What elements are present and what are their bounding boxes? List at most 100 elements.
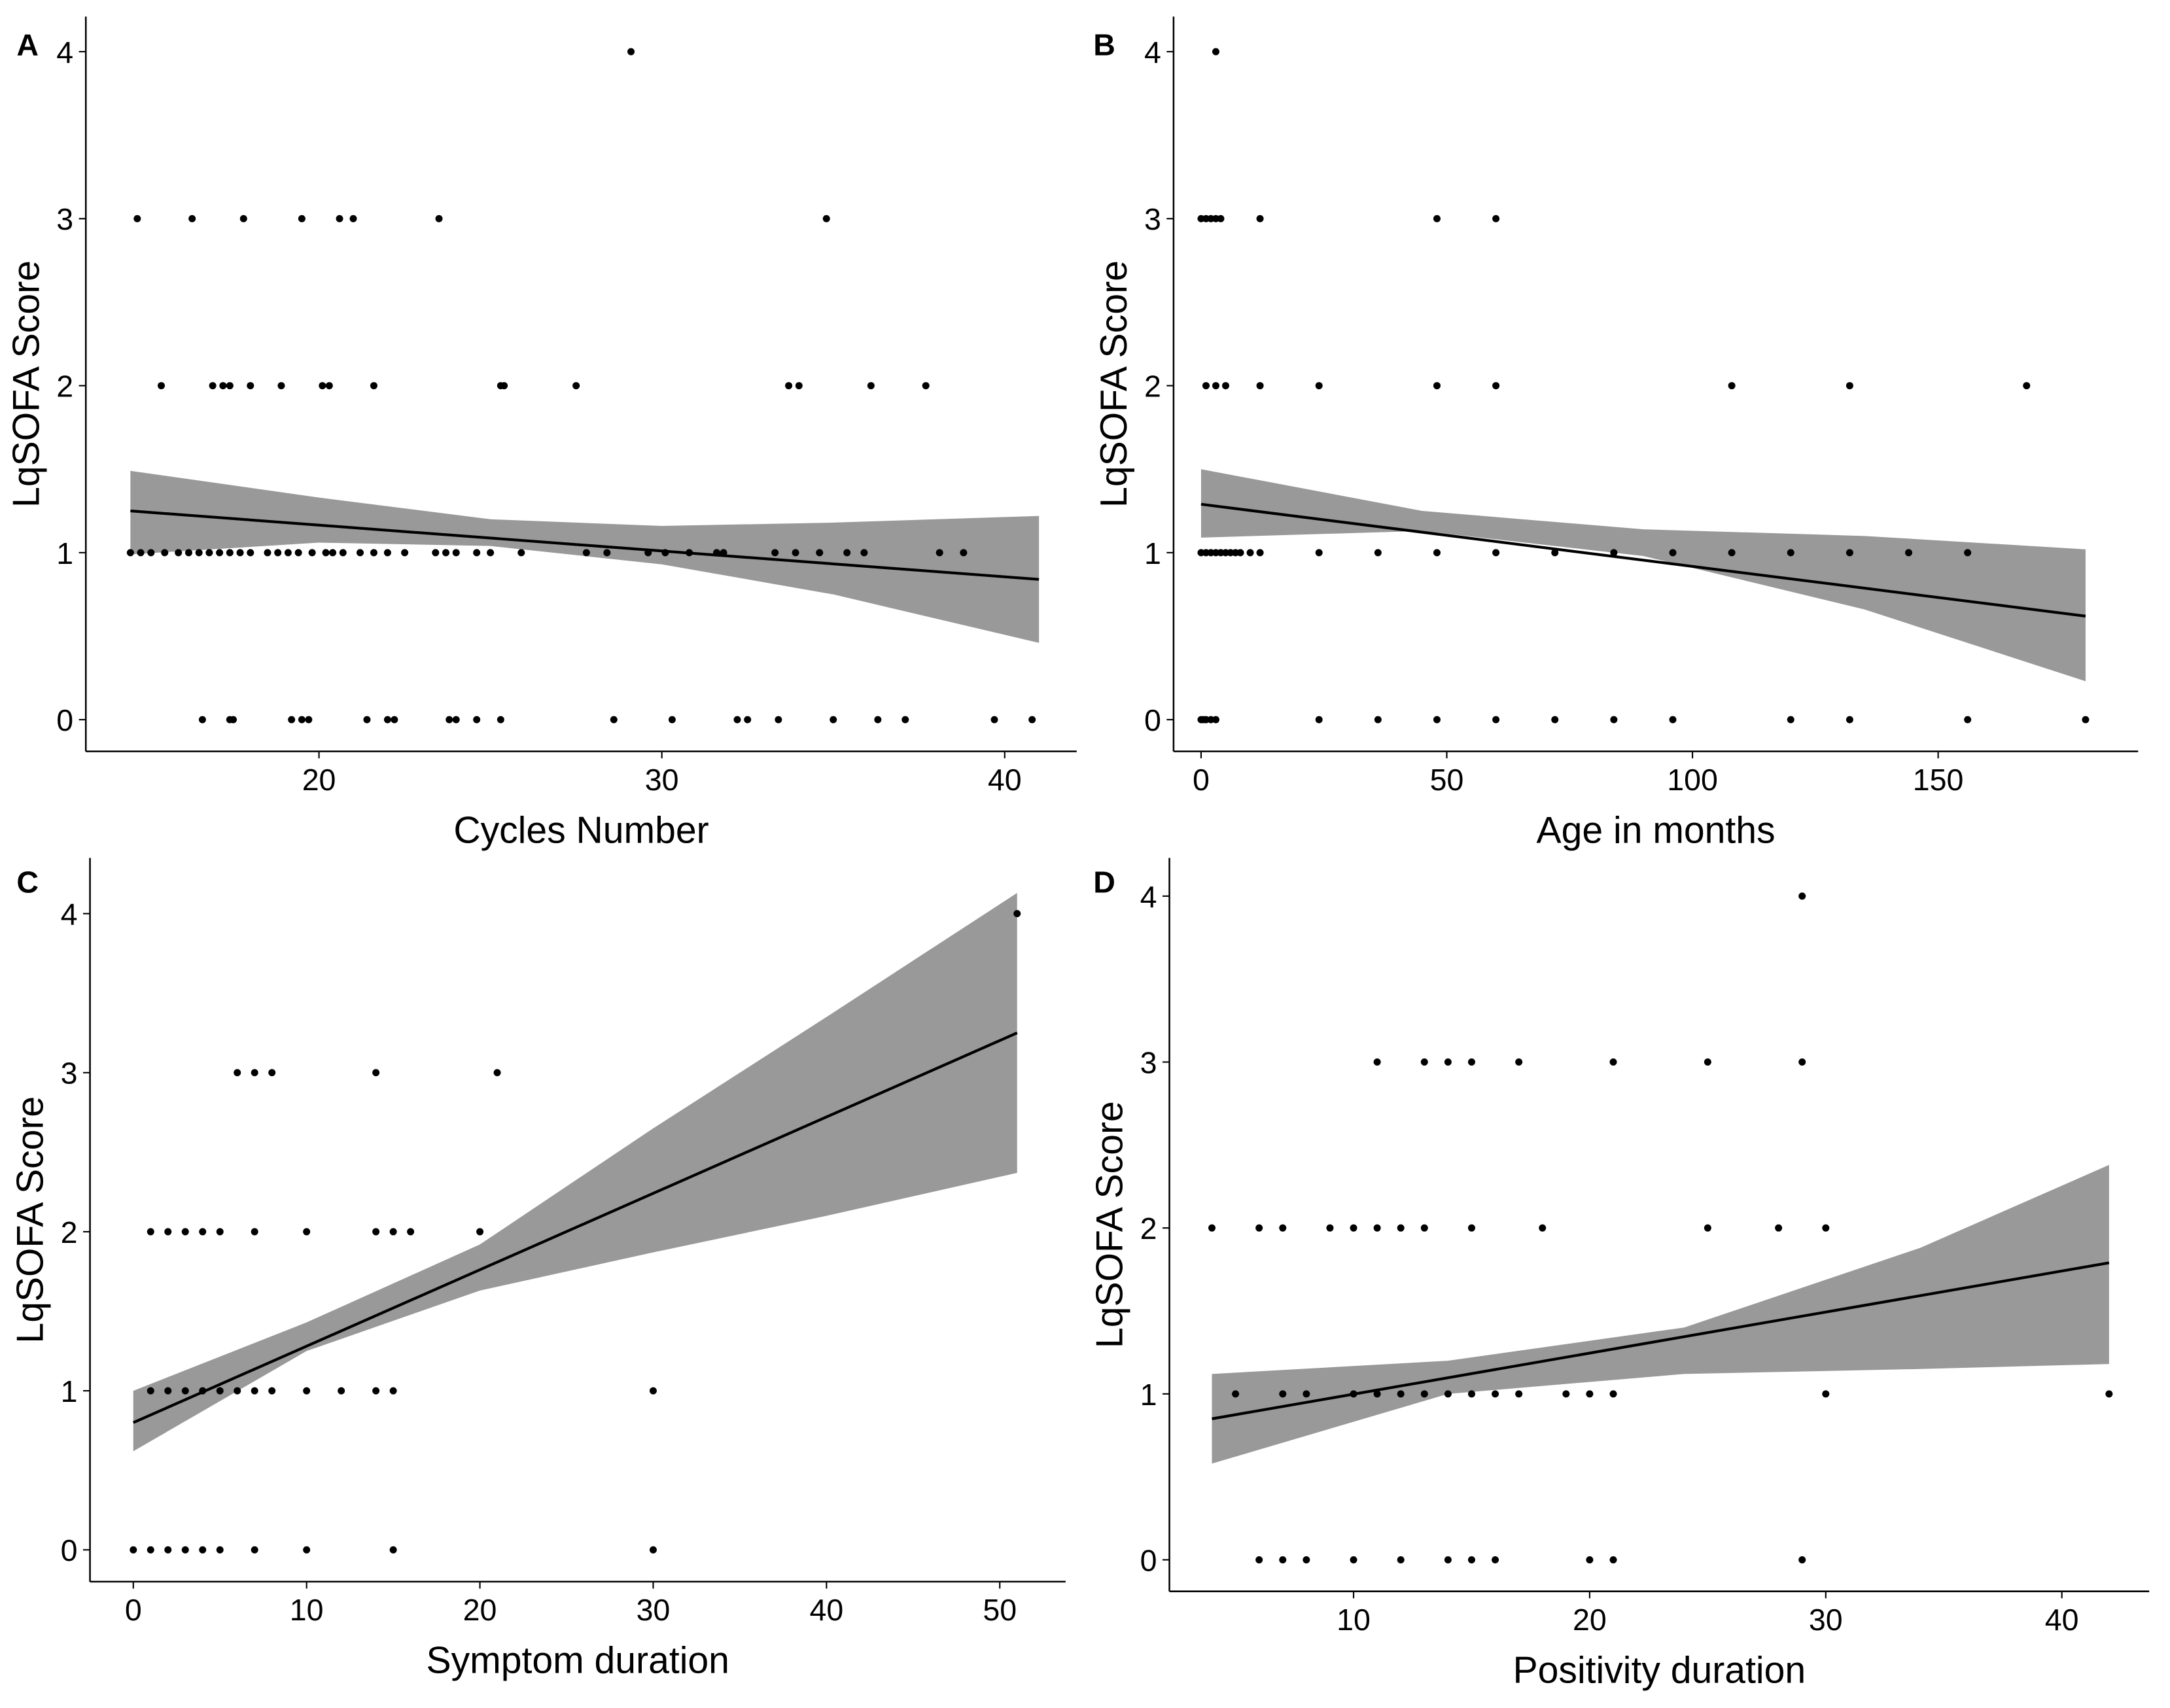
data-point: [372, 1387, 380, 1395]
data-point: [1279, 1556, 1287, 1563]
x-tick-label: 40: [2045, 1603, 2079, 1637]
data-point: [303, 1228, 311, 1236]
data-point: [1303, 1390, 1310, 1398]
data-point: [216, 549, 224, 557]
data-point: [1492, 382, 1500, 390]
data-point: [251, 1069, 258, 1077]
y-axis-title: LqSOFA Score: [1089, 1101, 1131, 1348]
data-point: [268, 1387, 276, 1395]
data-point: [1433, 549, 1441, 557]
data-point: [1467, 1224, 1475, 1232]
confidence-band: [1200, 469, 2086, 682]
data-point: [1246, 549, 1254, 557]
data-point: [603, 549, 611, 557]
y-tick-label: 3: [1144, 202, 1161, 236]
data-point: [199, 1228, 207, 1236]
data-point: [1787, 716, 1794, 723]
data-point: [936, 549, 943, 557]
data-point: [452, 716, 460, 723]
x-tick-label: 150: [1913, 763, 1964, 797]
data-point: [792, 549, 799, 557]
data-point: [1551, 549, 1559, 557]
data-point: [1775, 1224, 1783, 1232]
data-point: [1236, 549, 1244, 557]
y-tick-label: 4: [1144, 35, 1161, 69]
panel: 0 1 2 3 4 20 30 40 Cycles Number LqSOFA Score A: [5, 16, 1077, 851]
data-point: [1467, 1556, 1475, 1563]
data-point: [1256, 549, 1264, 557]
data-point: [1279, 1224, 1287, 1232]
data-point: [1515, 1058, 1523, 1066]
data-point: [1610, 716, 1618, 723]
data-point: [1444, 1390, 1452, 1398]
data-point: [771, 549, 779, 557]
y-axis-title: LqSOFA Score: [1093, 260, 1135, 508]
x-tick-label: 0: [125, 1593, 142, 1627]
data-point: [432, 549, 440, 557]
data-point: [1609, 1058, 1617, 1066]
data-point: [389, 1228, 397, 1236]
data-point: [446, 716, 453, 723]
data-point: [303, 1546, 311, 1554]
data-point: [161, 549, 169, 557]
data-point: [308, 549, 316, 557]
data-point: [435, 215, 443, 222]
y-tick-label: 1: [61, 1374, 78, 1408]
x-tick-label: 40: [809, 1593, 843, 1627]
fit-line: [1200, 502, 2086, 618]
x-tick-label: 20: [302, 763, 336, 797]
data-point: [216, 1387, 224, 1395]
data-point: [372, 1069, 380, 1077]
data-point: [493, 1069, 501, 1077]
data-point: [1964, 716, 1972, 723]
x-tick-label: 50: [983, 1593, 1017, 1627]
data-point: [785, 382, 793, 390]
data-point: [1374, 716, 1382, 723]
data-point: [401, 549, 409, 557]
fit-line: [130, 509, 1040, 581]
data-point: [442, 549, 449, 557]
data-point: [901, 716, 909, 723]
data-point: [1222, 382, 1230, 390]
data-point: [181, 1546, 189, 1554]
data-point: [874, 716, 882, 723]
data-point: [1373, 1224, 1381, 1232]
data-point: [268, 1069, 276, 1077]
data-point: [582, 549, 590, 557]
x-axis-title: Positivity duration: [1513, 1649, 1806, 1691]
data-point: [867, 382, 875, 390]
data-point: [476, 1228, 484, 1236]
data-point: [236, 549, 244, 557]
data-point: [1492, 1556, 1499, 1563]
data-point: [298, 716, 306, 723]
fit-line: [1212, 1261, 2110, 1420]
x-tick-label: 100: [1667, 763, 1718, 797]
data-point: [370, 549, 377, 557]
data-point: [1822, 1390, 1830, 1398]
data-point: [226, 382, 234, 390]
confidence-band: [133, 893, 1017, 1452]
data-point: [288, 716, 296, 723]
data-point: [1822, 1224, 1830, 1232]
data-point: [1326, 1224, 1334, 1232]
data-point: [251, 1546, 258, 1554]
data-point: [147, 1228, 154, 1236]
data-point: [389, 1387, 397, 1395]
data-point: [2082, 716, 2090, 723]
x-axis-title: Age in months: [1537, 809, 1776, 851]
x-tick-label: 20: [1573, 1603, 1607, 1637]
data-point: [372, 1228, 380, 1236]
y-tick-label: 0: [56, 703, 73, 737]
x-tick-label: 0: [1193, 763, 1210, 797]
data-point: [1669, 716, 1677, 723]
data-point: [1798, 1058, 1806, 1066]
data-point: [356, 549, 364, 557]
data-point: [1350, 1224, 1357, 1232]
confidence-band: [1212, 1164, 2109, 1464]
y-tick-label: 0: [61, 1533, 78, 1567]
data-point: [497, 716, 504, 723]
data-point: [188, 215, 196, 222]
data-point: [205, 549, 213, 557]
data-point: [370, 382, 377, 390]
y-tick-label: 4: [56, 35, 73, 69]
